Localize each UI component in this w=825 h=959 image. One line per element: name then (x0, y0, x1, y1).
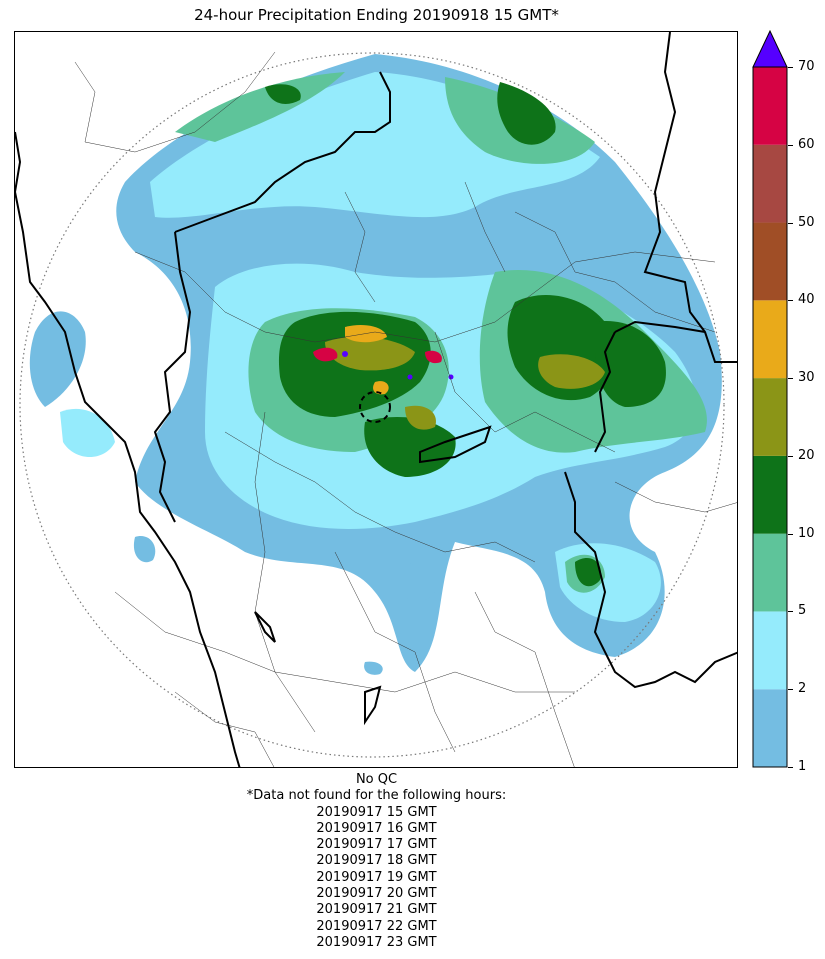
colorbar-bin (753, 533, 787, 612)
radar-map (14, 31, 738, 768)
colorbar-bin (753, 300, 787, 379)
missing-hour: 20190917 21 GMT (316, 902, 437, 918)
missing-hour: 20190917 23 GMT (316, 934, 437, 950)
missing-hour: 20190917 18 GMT (316, 853, 437, 869)
missing-hour: 20190917 22 GMT (316, 918, 437, 934)
district-boundaries (74, 51, 737, 767)
colorbar-over-triangle (752, 30, 788, 68)
colorbar-bin (753, 67, 787, 145)
colorbar (752, 30, 788, 768)
colorbar-tick-mark (788, 144, 793, 146)
precip-10-20mm (265, 82, 666, 587)
footer-notes: No QC *Data not found for the following … (14, 772, 739, 951)
colorbar-tick-label: 50 (798, 214, 815, 230)
precip-heavy (313, 347, 454, 380)
colorbar-tick-mark (788, 378, 793, 380)
colorbar-tick-label: 1 (798, 759, 807, 774)
colorbar-tick-mark (788, 689, 793, 691)
colorbar-svg (752, 30, 788, 768)
colorbar-tick-mark (788, 533, 793, 535)
colorbar-tick-mark (788, 767, 793, 768)
colorbar-tick-mark (788, 222, 793, 224)
colorbar-tick-mark (788, 67, 793, 68)
colorbar-bin (753, 222, 787, 301)
colorbar-border (752, 66, 788, 768)
colorbar-tick-label: 2 (798, 681, 807, 697)
missing-hour: 20190917 20 GMT (316, 886, 437, 902)
radar-range-ring (19, 52, 725, 758)
precip-20-30mm (325, 336, 605, 430)
colorbar-tick-label: 20 (798, 447, 815, 463)
colorbar-tick-label: 5 (798, 603, 807, 619)
colorbar-bin (753, 611, 787, 690)
qc-note: No QC (355, 772, 398, 787)
radar-center-marker (359, 391, 391, 423)
colorbar-tick-label: 30 (798, 370, 815, 386)
colorbar-tick-label: 60 (798, 136, 815, 152)
colorbar-bin (753, 378, 787, 456)
missing-data-header: *Data not found for the following hours: (246, 788, 507, 804)
missing-hour: 20190917 15 GMT (316, 804, 437, 820)
colorbar-tick-label: 40 (798, 292, 815, 308)
colorbar-tick-label: 10 (798, 525, 815, 541)
chart-title: 24-hour Precipitation Ending 20190918 15… (194, 6, 559, 24)
colorbar-tick-mark (788, 300, 793, 302)
colorbar-bin (753, 144, 787, 223)
colorbar-bin (753, 689, 787, 767)
missing-hour: 20190917 19 GMT (316, 869, 437, 885)
missing-hour: 20190917 16 GMT (316, 820, 437, 836)
colorbar-tick-mark (788, 455, 793, 457)
colorbar-bin (753, 455, 787, 534)
missing-hour: 20190917 17 GMT (316, 837, 437, 853)
precipitation-map-svg (15, 32, 737, 767)
colorbar-tick-label: 70 (798, 59, 815, 74)
state-boundaries (15, 32, 737, 767)
colorbar-tick-mark (788, 611, 793, 613)
